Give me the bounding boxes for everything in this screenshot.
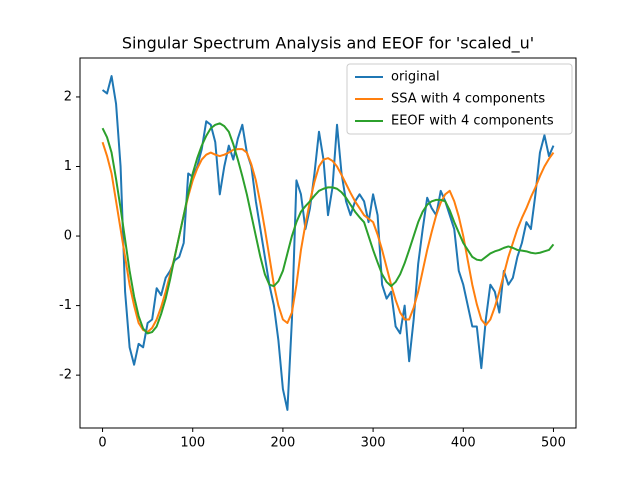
- series-line: [101, 122, 555, 335]
- legend-label: original: [391, 70, 440, 85]
- x-tick-label: 300: [361, 436, 386, 451]
- legend-label: SSA with 4 components: [391, 92, 545, 107]
- plot-frame: [79, 57, 577, 429]
- legend-label: EEOF with 4 components: [391, 114, 554, 129]
- y-tick-label: -1: [59, 298, 72, 313]
- x-tick-label: 400: [451, 436, 476, 451]
- x-tick-label: 200: [270, 436, 295, 451]
- legend-box: [346, 63, 573, 135]
- x-tick-label: 100: [180, 436, 205, 451]
- chart-title: Singular Spectrum Analysis and EEOF for …: [122, 34, 534, 54]
- y-tick-label: -2: [59, 368, 72, 383]
- y-tick-label: 0: [64, 229, 72, 244]
- series-line: [101, 75, 555, 411]
- x-tick-label: 0: [98, 436, 106, 451]
- y-tick-label: 1: [64, 159, 72, 174]
- y-tick-label: 2: [64, 89, 72, 104]
- x-tick-label: 500: [541, 436, 566, 451]
- series-line: [101, 141, 555, 334]
